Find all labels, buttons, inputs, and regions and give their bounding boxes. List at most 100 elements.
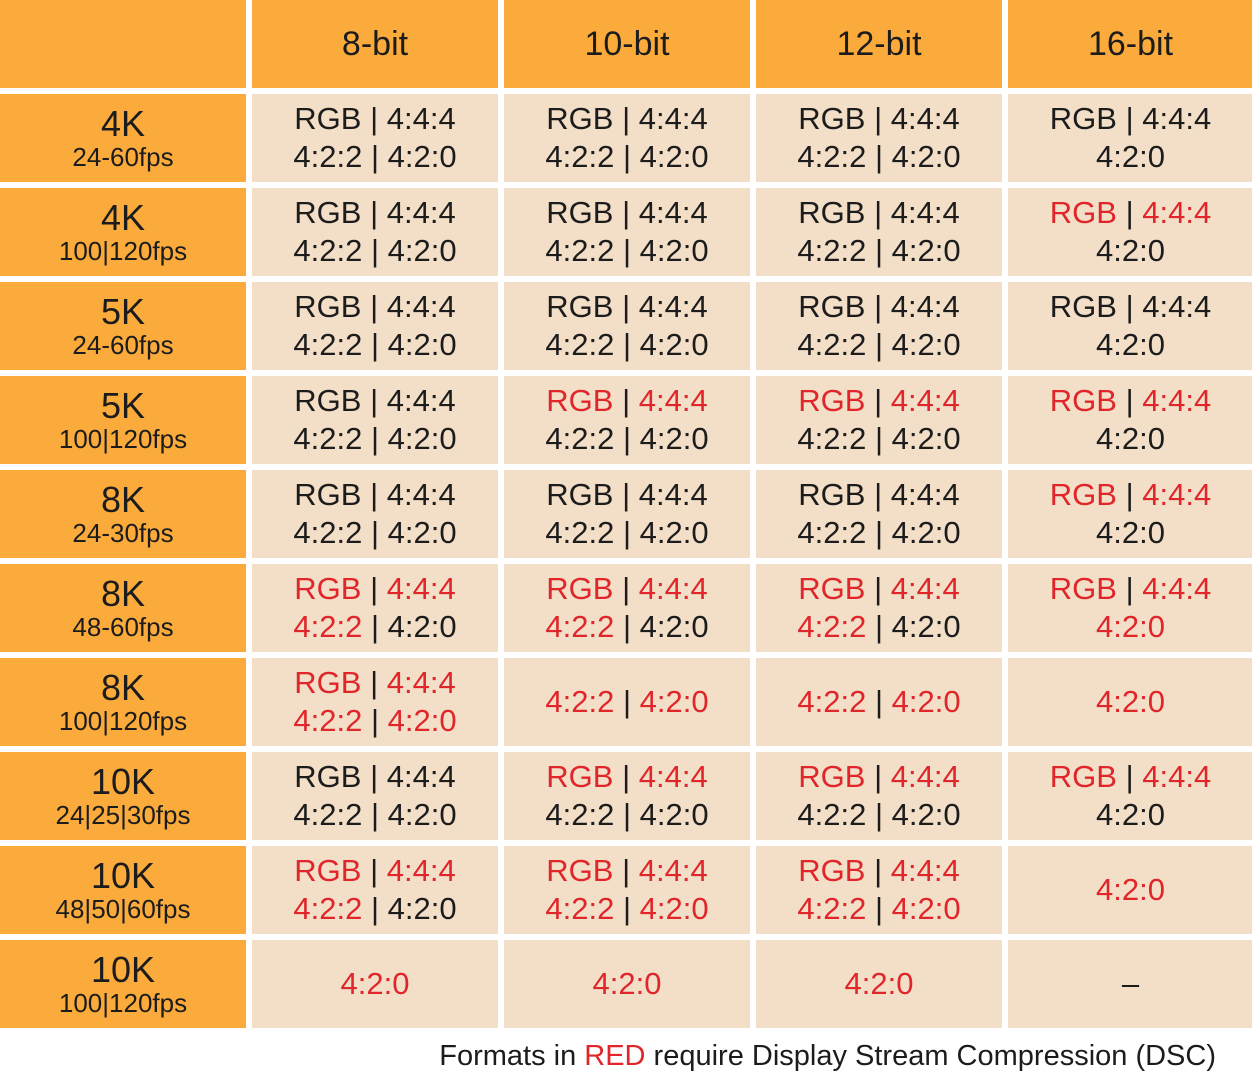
separator: | [613,289,639,324]
footnote-suffix: require Display Stream Compression (DSC) [645,1040,1216,1072]
format-value: 4:2:0 [1096,872,1165,907]
separator: | [614,233,640,268]
format-cell-8bit: RGB | 4:4:4 4:2:2 | 4:2:0 [252,846,498,934]
format-value: 4:4:4 [386,195,456,230]
format-value: 4:2:2 [293,515,363,550]
separator: | [613,853,639,888]
format-value: 4:2:2 [797,327,867,362]
format-value: 4:2:2 [797,515,867,550]
format-value: 4:2:0 [1096,139,1165,174]
format-value: 4:2:0 [387,421,457,456]
format-line: 4:2:2 | 4:2:0 [797,514,960,552]
format-cell-8bit: 4:2:0 [252,940,498,1028]
format-value: 4:4:4 [638,289,708,324]
separator: | [866,327,892,362]
format-value: 4:4:4 [386,289,456,324]
format-value: 4:2:2 [797,139,867,174]
column-header-16bit: 16-bit [1008,0,1252,88]
format-line: 4:2:0 [1096,514,1165,552]
separator: | [361,477,387,512]
format-value: 4:2:2 [545,421,615,456]
format-value: 4:2:0 [1096,327,1165,362]
format-value: 4:2:0 [387,139,457,174]
framerate-label: 100|120fps [58,988,188,1018]
row-header: 8K 100|120fps [0,658,246,746]
format-cell-12bit: RGB | 4:4:4 4:2:2 | 4:2:0 [756,282,1002,370]
format-line: 4:2:2 | 4:2:0 [293,608,456,646]
format-cell-10bit: RGB | 4:4:4 4:2:2 | 4:2:0 [504,752,750,840]
format-cell-12bit: RGB | 4:4:4 4:2:2 | 4:2:0 [756,188,1002,276]
row-header: 10K 100|120fps [0,940,246,1028]
format-cell-8bit: RGB | 4:4:4 4:2:2 | 4:2:0 [252,470,498,558]
format-value: RGB [294,383,362,418]
format-cell-8bit: RGB | 4:4:4 4:2:2 | 4:2:0 [252,564,498,652]
separator: | [613,195,639,230]
format-line: RGB | 4:4:4 [546,288,707,326]
format-line: RGB | 4:4:4 [294,852,455,890]
format-line: RGB | 4:4:4 [1050,100,1211,138]
format-value: RGB [798,759,866,794]
format-line: 4:2:2 | 4:2:0 [545,890,708,928]
format-value: 4:4:4 [1142,759,1212,794]
row-header: 8K 48-60fps [0,564,246,652]
separator: | [866,233,892,268]
format-cell-12bit: RGB | 4:4:4 4:2:2 | 4:2:0 [756,94,1002,182]
resolution-label: 10K [90,949,156,990]
format-line: 4:2:2 | 4:2:0 [293,890,456,928]
format-value: RGB [1049,101,1117,136]
framerate-label: 100|120fps [58,236,188,266]
footnote-highlight: RED [584,1040,646,1072]
separator: | [613,571,639,606]
format-value: RGB [294,665,362,700]
format-value: RGB [294,759,362,794]
separator: | [362,797,388,832]
separator: | [866,797,892,832]
format-line: 4:2:2 | 4:2:0 [545,326,708,364]
format-value: 4:4:4 [890,383,960,418]
format-value: 4:4:4 [1142,571,1212,606]
format-line: 4:2:2 | 4:2:0 [797,608,960,646]
format-line: RGB | 4:4:4 [1050,382,1211,420]
format-value: 4:4:4 [638,571,708,606]
corner-cell [0,0,246,88]
format-line: RGB | 4:4:4 [546,100,707,138]
format-value: 4:2:0 [387,797,457,832]
format-value: 4:4:4 [638,195,708,230]
format-line: RGB | 4:4:4 [1050,758,1211,796]
format-cell-8bit: RGB | 4:4:4 4:2:2 | 4:2:0 [252,94,498,182]
format-value: RGB [546,195,614,230]
resolution-label: 10K [90,855,156,896]
separator: | [361,195,387,230]
separator: | [1116,571,1143,606]
resolution-label: 10K [90,761,156,802]
separator: | [361,289,387,324]
row-header: 4K 24-60fps [0,94,246,182]
format-cell-16bit: 4:2:0 [1008,658,1252,746]
framerate-label: 48|50|60fps [55,894,191,924]
resolution-label: 8K [100,667,146,708]
format-line: 4:2:0 [845,965,914,1003]
format-value: 4:2:2 [545,139,615,174]
format-line: RGB | 4:4:4 [294,382,455,420]
format-value: 4:4:4 [386,383,456,418]
format-value: 4:4:4 [638,101,708,136]
row-header: 5K 24-60fps [0,282,246,370]
format-value: 4:2:0 [387,703,457,738]
format-value: 4:2:2 [797,609,867,644]
format-value: 4:4:4 [386,759,456,794]
format-value: RGB [798,571,866,606]
column-header-8bit: 8-bit [252,0,498,88]
format-value: 4:2:2 [293,139,363,174]
format-line: RGB | 4:4:4 [1050,570,1211,608]
format-value: 4:4:4 [386,101,456,136]
format-value: RGB [1049,571,1117,606]
column-header-10bit: 10-bit [504,0,750,88]
separator: | [865,289,891,324]
format-line: RGB | 4:4:4 [798,852,959,890]
format-value: 4:2:2 [293,233,363,268]
dsc-footnote: Formats in RED require Display Stream Co… [439,1040,1216,1073]
format-value: 4:4:4 [386,665,456,700]
separator: | [865,853,891,888]
separator: | [361,571,387,606]
format-line: 4:2:2 | 4:2:0 [545,232,708,270]
